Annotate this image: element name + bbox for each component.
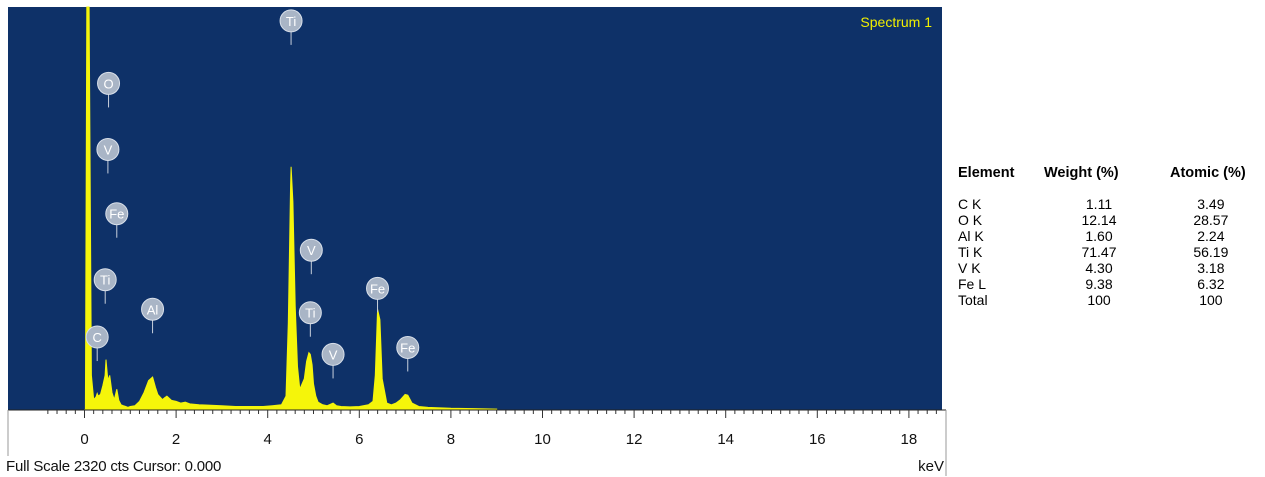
plot-area — [8, 7, 942, 410]
table-row: C K 1.11 3.49 — [958, 196, 1258, 212]
element-cell: Al K — [958, 228, 984, 244]
spectrum-area — [79, 6, 498, 411]
table-row: Al K 1.60 2.24 — [958, 228, 1258, 244]
peak-marker-bubble — [105, 202, 129, 226]
peak-marker-bubble — [299, 238, 323, 262]
table-row: Fe L 9.38 6.32 — [958, 276, 1258, 292]
peak-marker-label: Fe — [109, 207, 124, 222]
peak-marker-bubble — [366, 276, 390, 300]
x-axis-tick-label: 18 — [901, 431, 918, 448]
weight-cell: 1.60 — [1085, 228, 1113, 244]
atomic-cell: 3.18 — [1197, 260, 1225, 276]
peak-marker-label: C — [92, 330, 101, 345]
x-axis-tick-label: 0 — [80, 431, 88, 448]
peak-marker-bubble — [96, 137, 120, 161]
peak-marker-bubble — [97, 71, 121, 95]
peak-marker-bubble — [141, 297, 165, 321]
column-header-element: Element — [958, 165, 1015, 181]
peak-marker-label: Fe — [400, 340, 415, 355]
quantification-table-panel: Element Weight (%) Atomic (%) C K 1.11 3.4… — [958, 164, 1263, 308]
weight-cell: 100 — [1087, 292, 1111, 308]
element-cell: Total — [958, 292, 988, 308]
element-cell: C K — [958, 196, 982, 212]
weight-cell: 9.38 — [1085, 276, 1113, 292]
atomic-cell: 56.19 — [1193, 244, 1229, 260]
peak-marker-bubble — [298, 301, 322, 325]
peak-marker-label: V — [104, 142, 113, 157]
peak-marker-label: Fe — [370, 281, 385, 296]
peak-marker-label: Al — [147, 302, 159, 317]
spectrum-panel: C Ti Fe V O Al Ti V Ti V Fe Fe 0 2 4 6 8 10 12 14 16 18 Spect… — [0, 0, 948, 477]
peak-marker-bubble — [321, 342, 345, 366]
peak-marker-label: V — [329, 347, 338, 362]
table-spacer-row — [958, 182, 1258, 196]
table-row: Total 100 100 — [958, 292, 1258, 308]
weight-cell: 12.14 — [1081, 212, 1117, 228]
x-axis-tick-label: 2 — [172, 431, 180, 448]
peak-marker-bubble — [93, 268, 117, 292]
full-scale-cursor-readout: Full Scale 2320 cts Cursor: 0.000 — [6, 458, 222, 475]
x-axis-tick-label: 16 — [809, 431, 826, 448]
element-cell: Ti K — [958, 244, 983, 260]
atomic-cell: 100 — [1199, 292, 1223, 308]
peak-marker-label: Ti — [286, 14, 296, 29]
x-axis-tick-label: 4 — [264, 431, 272, 448]
table-body: C K 1.11 3.49 O K 12.14 28.57 Al K 1.60 2.24 Ti K… — [958, 182, 1258, 308]
x-axis-tick-label: 10 — [534, 431, 551, 448]
weight-cell: 4.30 — [1085, 260, 1113, 276]
spectrum-chart[interactable]: C Ti Fe V O Al Ti V Ti V Fe Fe 0 2 4 6 8 10 12 14 16 18 — [0, 0, 948, 477]
spectrum-title: Spectrum 1 — [860, 14, 932, 30]
column-header-atomic: Atomic (%) — [1170, 165, 1246, 181]
table-row: Ti K 71.47 56.19 — [958, 244, 1258, 260]
atomic-cell: 6.32 — [1197, 276, 1225, 292]
element-cell: Fe L — [958, 276, 987, 292]
table-row: O K 12.14 28.57 — [958, 212, 1258, 228]
x-axis-tick-label: 8 — [447, 431, 455, 448]
atomic-cell: 3.49 — [1197, 196, 1225, 212]
x-axis-unit-label: keV — [918, 458, 944, 475]
table-header-row: Element Weight (%) Atomic (%) — [958, 164, 1258, 182]
element-cell: O K — [958, 212, 983, 228]
x-axis-tick-label: 6 — [355, 431, 363, 448]
peak-marker-bubble — [85, 325, 109, 349]
peak-marker-label: V — [307, 243, 316, 258]
peak-marker-label: O — [103, 76, 113, 91]
weight-cell: 71.47 — [1081, 244, 1117, 260]
peak-marker-label: Ti — [305, 306, 315, 321]
x-axis-tick-label: 14 — [717, 431, 734, 448]
peak-marker-bubble — [279, 9, 303, 33]
element-cell: V K — [958, 260, 981, 276]
peak-marker-label: Ti — [100, 273, 110, 288]
x-axis-tick-label: 12 — [626, 431, 643, 448]
weight-cell: 1.11 — [1085, 196, 1113, 212]
atomic-cell: 2.24 — [1197, 228, 1225, 244]
column-header-weight: Weight (%) — [1044, 165, 1119, 181]
peak-marker-bubble — [396, 335, 420, 359]
atomic-cell: 28.57 — [1193, 212, 1229, 228]
table-row: V K 4.30 3.18 — [958, 260, 1258, 276]
quantification-table: Element Weight (%) Atomic (%) C K 1.11 3.4… — [958, 164, 1258, 308]
